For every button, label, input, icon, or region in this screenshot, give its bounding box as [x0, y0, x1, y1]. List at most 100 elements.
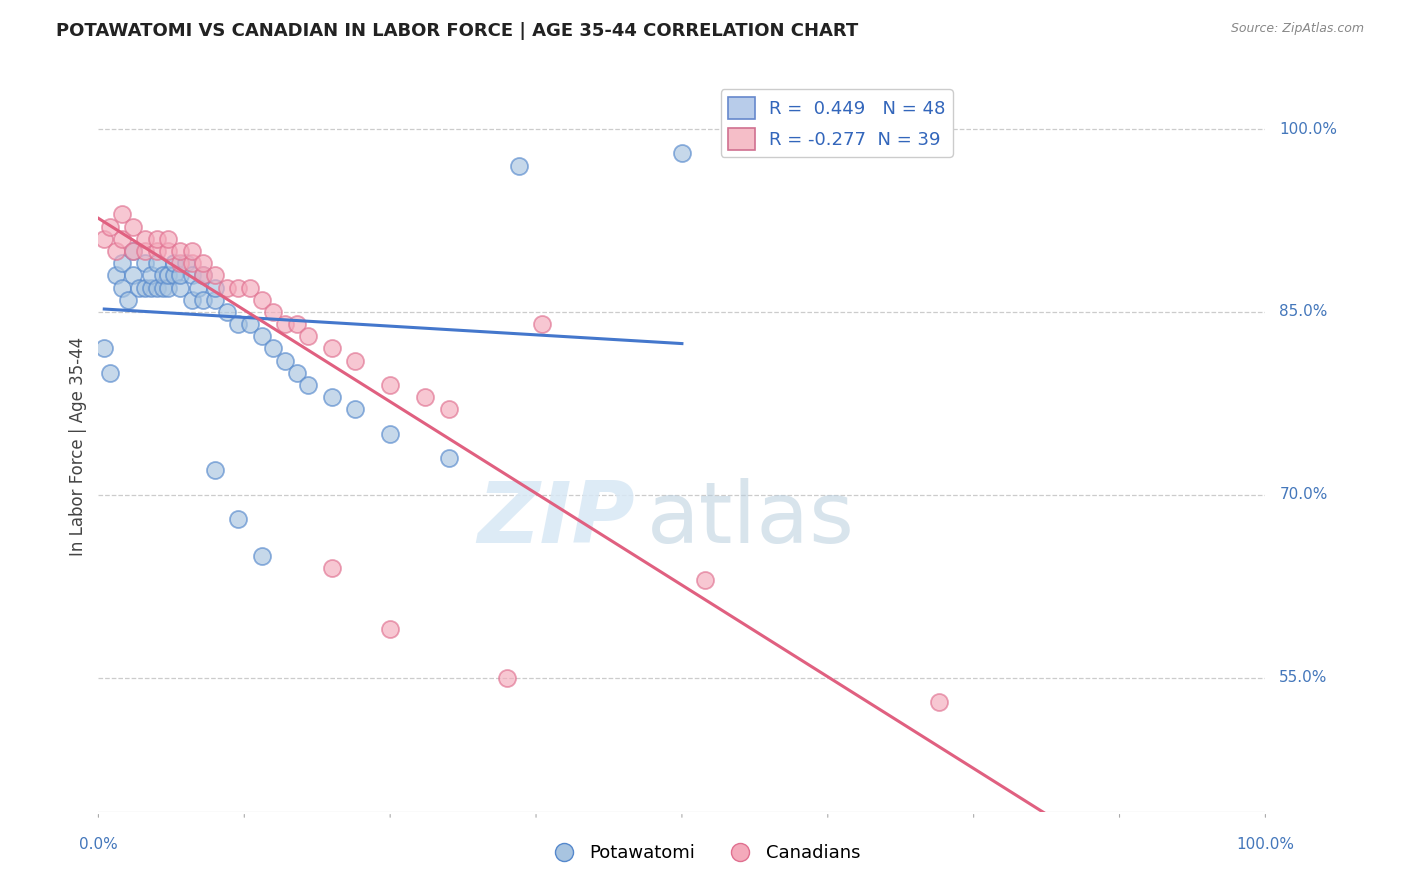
- Point: [928, 695, 950, 709]
- Point: [215, 305, 238, 319]
- Point: [413, 390, 436, 404]
- Text: 70.0%: 70.0%: [1279, 487, 1327, 502]
- Point: [193, 293, 215, 307]
- Point: [187, 280, 209, 294]
- Text: ZIP: ZIP: [478, 477, 636, 561]
- Point: [321, 342, 343, 356]
- Point: [180, 293, 202, 307]
- Point: [134, 244, 156, 258]
- Point: [274, 317, 297, 331]
- Point: [437, 402, 460, 417]
- Point: [139, 268, 162, 283]
- Text: 100.0%: 100.0%: [1279, 121, 1337, 136]
- Point: [134, 256, 156, 270]
- Point: [134, 232, 156, 246]
- Point: [239, 317, 262, 331]
- Point: [139, 280, 162, 294]
- Point: [152, 280, 174, 294]
- Point: [122, 268, 145, 283]
- Point: [228, 512, 250, 526]
- Point: [134, 280, 156, 294]
- Point: [93, 232, 115, 246]
- Point: [695, 573, 717, 587]
- Point: [321, 561, 343, 575]
- Point: [128, 280, 150, 294]
- Text: 0.0%: 0.0%: [79, 837, 118, 852]
- Point: [262, 342, 284, 356]
- Point: [671, 146, 693, 161]
- Point: [204, 293, 226, 307]
- Point: [204, 280, 226, 294]
- Point: [104, 268, 127, 283]
- Point: [204, 268, 226, 283]
- Point: [180, 244, 202, 258]
- Point: [193, 256, 215, 270]
- Point: [169, 244, 191, 258]
- Point: [180, 268, 202, 283]
- Point: [169, 256, 191, 270]
- Point: [169, 268, 191, 283]
- Point: [250, 549, 273, 563]
- Point: [193, 268, 215, 283]
- Point: [157, 268, 180, 283]
- Point: [98, 219, 121, 234]
- Point: [321, 390, 343, 404]
- Point: [157, 280, 180, 294]
- Point: [122, 244, 145, 258]
- Point: [111, 232, 134, 246]
- Point: [122, 244, 145, 258]
- Point: [380, 378, 402, 392]
- Y-axis label: In Labor Force | Age 35-44: In Labor Force | Age 35-44: [69, 336, 87, 556]
- Point: [152, 268, 174, 283]
- Point: [297, 378, 319, 392]
- Point: [274, 353, 297, 368]
- Point: [93, 342, 115, 356]
- Point: [111, 207, 134, 221]
- Point: [344, 353, 367, 368]
- Point: [204, 463, 226, 477]
- Point: [104, 244, 127, 258]
- Point: [157, 232, 180, 246]
- Point: [111, 280, 134, 294]
- Point: [111, 256, 134, 270]
- Point: [530, 317, 553, 331]
- Legend: R =  0.449   N = 48, R = -0.277  N = 39: R = 0.449 N = 48, R = -0.277 N = 39: [721, 89, 953, 157]
- Point: [163, 256, 186, 270]
- Point: [146, 256, 169, 270]
- Point: [146, 244, 169, 258]
- Point: [297, 329, 319, 343]
- Point: [285, 317, 308, 331]
- Point: [117, 293, 139, 307]
- Point: [228, 280, 250, 294]
- Point: [285, 366, 308, 380]
- Point: [163, 268, 186, 283]
- Point: [122, 219, 145, 234]
- Point: [174, 256, 197, 270]
- Point: [437, 451, 460, 466]
- Point: [180, 256, 202, 270]
- Point: [380, 426, 402, 441]
- Text: atlas: atlas: [647, 477, 855, 561]
- Point: [496, 671, 519, 685]
- Text: Source: ZipAtlas.com: Source: ZipAtlas.com: [1230, 22, 1364, 36]
- Legend: Potawatomi, Canadians: Potawatomi, Canadians: [538, 838, 868, 870]
- Text: 55.0%: 55.0%: [1279, 670, 1327, 685]
- Point: [344, 402, 367, 417]
- Point: [169, 280, 191, 294]
- Point: [380, 622, 402, 636]
- Point: [262, 305, 284, 319]
- Point: [239, 280, 262, 294]
- Point: [250, 293, 273, 307]
- Point: [228, 317, 250, 331]
- Text: 85.0%: 85.0%: [1279, 304, 1327, 319]
- Point: [215, 280, 238, 294]
- Point: [157, 244, 180, 258]
- Point: [146, 280, 169, 294]
- Text: POTAWATOMI VS CANADIAN IN LABOR FORCE | AGE 35-44 CORRELATION CHART: POTAWATOMI VS CANADIAN IN LABOR FORCE | …: [56, 22, 859, 40]
- Point: [98, 366, 121, 380]
- Point: [146, 232, 169, 246]
- Text: 100.0%: 100.0%: [1236, 837, 1295, 852]
- Point: [508, 159, 530, 173]
- Point: [193, 268, 215, 283]
- Point: [250, 329, 273, 343]
